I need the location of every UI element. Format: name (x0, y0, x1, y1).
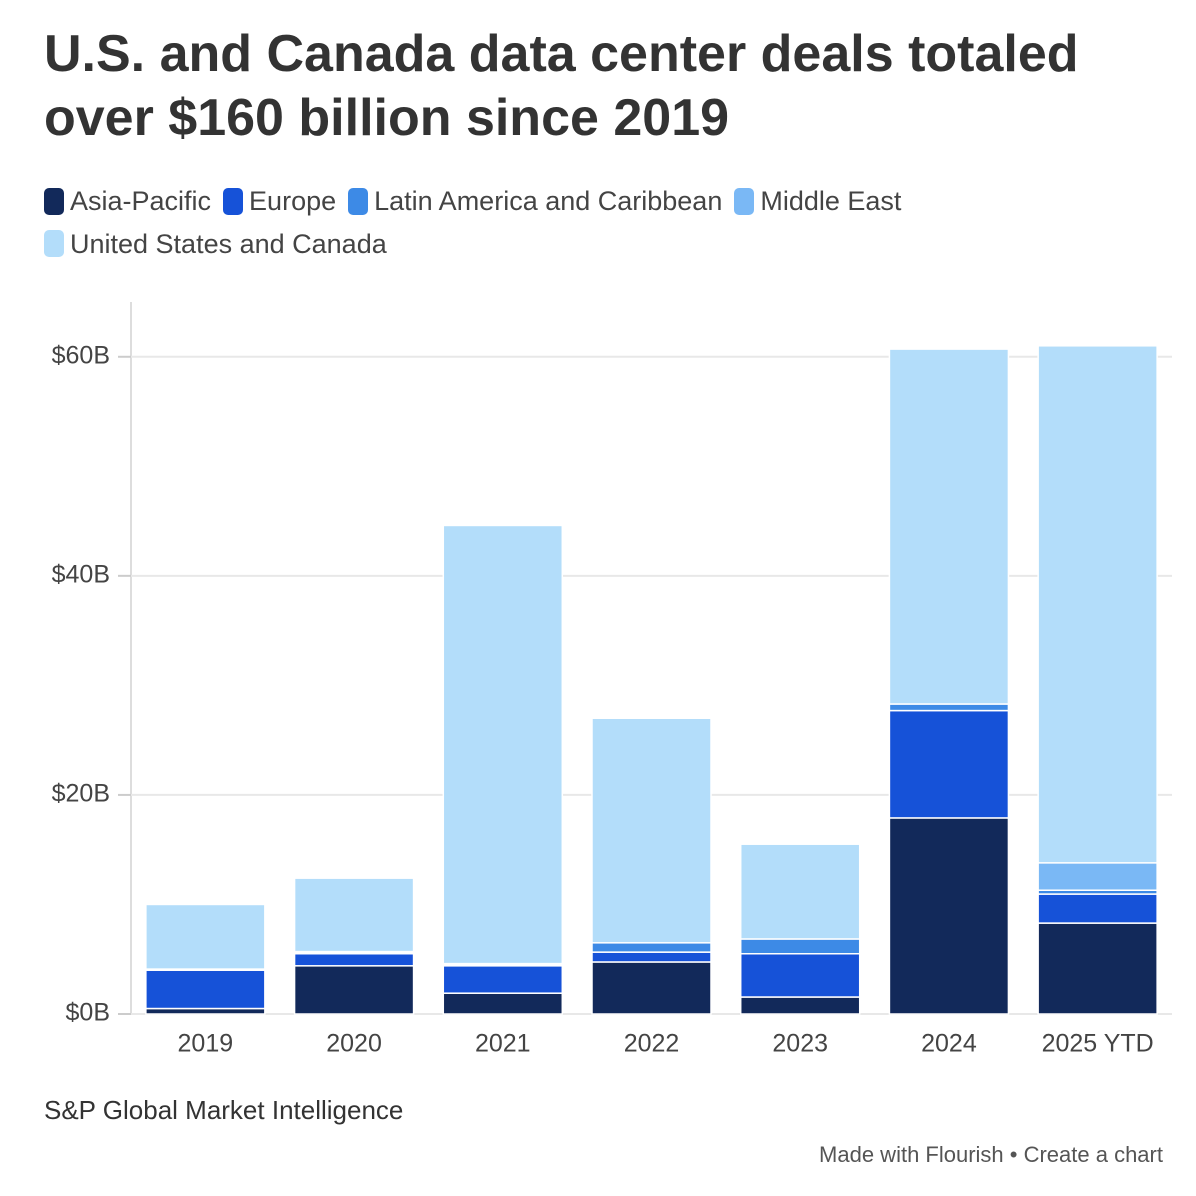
bar-segment (145, 903, 266, 970)
source: S&P Global Market Intelligence (44, 1095, 403, 1125)
x-tick-label: 2020 (326, 1030, 382, 1058)
legend-label: Asia-Pacific (70, 186, 212, 216)
bar-segment (739, 996, 861, 1015)
legend-item[interactable]: Asia-Pacific (44, 182, 211, 220)
legend-label: Middle East (760, 186, 902, 216)
x-tick-label: 2025 YTD (1042, 1030, 1154, 1058)
y-tick-label: $20B (52, 780, 110, 808)
legend-item[interactable]: United States and Canada (44, 225, 387, 263)
y-tick-label: $40B (52, 560, 110, 588)
x-tick-label: 2023 (772, 1030, 828, 1058)
legend-swatch (348, 187, 369, 215)
bar-segment (1037, 345, 1158, 864)
bar-segment (145, 969, 266, 1010)
legend-item[interactable]: Latin America and Caribbean (348, 182, 722, 220)
legend-label: United States and Canada (70, 228, 387, 259)
bar-segment (888, 709, 1010, 819)
bar-segment (293, 953, 415, 967)
footer[interactable]: Made with Flourish • Create a chart (819, 1142, 1163, 1167)
x-tick-label: 2022 (624, 1030, 680, 1058)
bar-segment (145, 1007, 266, 1015)
bar-segment (1037, 893, 1158, 924)
bar-segment (442, 965, 564, 994)
legend-item[interactable]: Europe (223, 182, 336, 220)
x-tick-label: 2024 (921, 1030, 977, 1058)
legend-label: Europe (249, 186, 337, 216)
bar-segment (1037, 862, 1158, 891)
bar-segment (888, 348, 1010, 705)
legend-label: Latin America and Caribbean (374, 186, 723, 216)
bar-segment (591, 942, 712, 953)
bar-segment (591, 961, 712, 1015)
bar-segment (293, 965, 415, 1015)
x-tick-label: 2021 (475, 1030, 531, 1058)
legend: Asia-Pacific Europe Latin America and Cari… (44, 182, 1144, 267)
bar-segment (739, 843, 861, 940)
x-tick-label: 2019 (178, 1030, 234, 1058)
bar-segment (888, 817, 1010, 1015)
bar-segment (591, 951, 712, 963)
bar-segment (442, 524, 564, 965)
legend-item[interactable]: Middle East (734, 182, 901, 220)
bar-segment (739, 953, 861, 998)
y-tick-label: $60B (52, 341, 110, 369)
legend-swatch (44, 230, 64, 257)
legend-swatch (734, 187, 755, 215)
legend-swatch (44, 187, 64, 215)
bar-segment (888, 703, 1010, 712)
bar-segment (591, 717, 712, 944)
legend-swatch (223, 187, 244, 215)
bar-segment (1037, 922, 1158, 1015)
chart-title: U.S. and Canada data center deals totale… (44, 25, 1079, 147)
bar-segment (442, 992, 564, 1015)
bar-segment (739, 938, 861, 955)
y-tick-label: $0B (66, 999, 110, 1027)
bar-segment (293, 877, 415, 953)
